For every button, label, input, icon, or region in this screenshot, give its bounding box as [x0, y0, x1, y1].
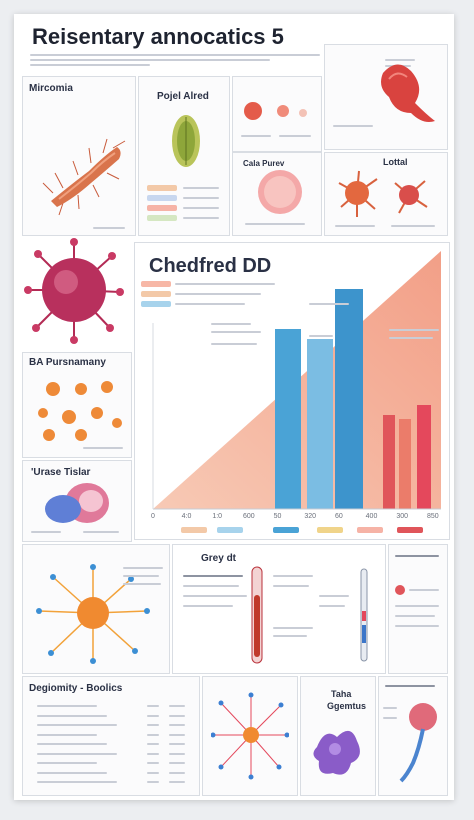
panel-pojel-alred: Pojel Alred: [138, 76, 230, 236]
x-tick-label: 600: [243, 513, 255, 520]
particle-icon: [38, 381, 122, 441]
panel-mircomia: Mircomia: [22, 76, 136, 236]
virus-icon: [24, 238, 124, 344]
infographic-sheet: Reisentary annocatics 5 Mircomia Pojel A…: [14, 14, 454, 800]
page-title: Reisentary annocatics 5: [32, 24, 284, 49]
bacterium-icon: [42, 138, 126, 216]
bar: [307, 339, 333, 509]
cell-icon: [172, 115, 200, 167]
x-tick-label: 50: [273, 513, 282, 520]
bar: [399, 419, 411, 509]
virus-icon: [211, 692, 289, 780]
virus-icon: [338, 170, 428, 217]
chart-plot: [152, 251, 441, 510]
panel-title: BA Pursnamany: [29, 357, 106, 368]
chart-legend-row: [151, 527, 443, 535]
header-description: [30, 54, 330, 66]
organ-icon: [381, 64, 435, 122]
panel-chart: Chedfred DD: [134, 242, 450, 540]
panel-title: Degiomity - Boolics: [29, 683, 123, 694]
panel-radial-cell: [202, 676, 298, 796]
x-tick-label: 320: [304, 513, 317, 520]
x-tick-label: 0: [151, 513, 155, 520]
panel-taha: Taha Ggemtus: [300, 676, 376, 796]
panel-neuron: [378, 676, 448, 796]
panel-title: Grey dt: [201, 553, 237, 564]
panel-side-notes: [388, 544, 448, 674]
x-tick-label: 400: [365, 513, 378, 520]
bar: [275, 329, 301, 509]
panel-title: Lottal: [383, 157, 408, 167]
x-tick-label: 300: [396, 513, 409, 520]
panel-lottal: Lottal: [324, 152, 448, 236]
x-tick-label: 60: [335, 513, 343, 520]
protein-icon: [313, 730, 360, 775]
panel-ba-pursnamany: BA Pursnamany: [22, 352, 132, 458]
panel-grey-dt: Grey dt: [172, 544, 386, 674]
test-tube-icon: [251, 566, 263, 664]
x-tick-label: 850: [427, 513, 439, 520]
panel-urase-tislar: 'Urase Tislar: [22, 460, 132, 542]
panel-nanoparticle: [22, 544, 170, 674]
neuron-icon: [399, 703, 437, 783]
panel-degiomity: Degiomity - Boolics: [22, 676, 200, 796]
cell-icon: [258, 170, 302, 214]
panel-title: Mircomia: [29, 83, 73, 94]
x-tick-label: 1:0: [212, 513, 223, 520]
chart-title: Chedfred DD: [149, 255, 272, 277]
pipette-icon: [360, 568, 368, 662]
panel-title: Pojel Alred: [157, 91, 209, 102]
x-axis-ticks: 0 4:0 1:0 600 50 320 60 400 300 850: [151, 513, 445, 523]
cell-icon: [45, 483, 109, 523]
panel-intestine: [324, 44, 448, 150]
panel-title: Cala Purev: [243, 159, 285, 168]
panel-title-line1: Taha: [331, 689, 352, 699]
panel-particles: [232, 76, 322, 152]
panel-cala-purev: Cala Purev: [232, 152, 322, 236]
bar: [383, 415, 395, 509]
x-tick-label: 4:0: [181, 513, 192, 520]
panel-title-line2: Ggemtus: [327, 701, 367, 711]
bar: [417, 405, 431, 509]
particle-icon: [244, 102, 307, 120]
bar: [335, 289, 363, 509]
panel-title: 'Urase Tislar: [31, 467, 91, 478]
virus-icon: [36, 564, 150, 664]
